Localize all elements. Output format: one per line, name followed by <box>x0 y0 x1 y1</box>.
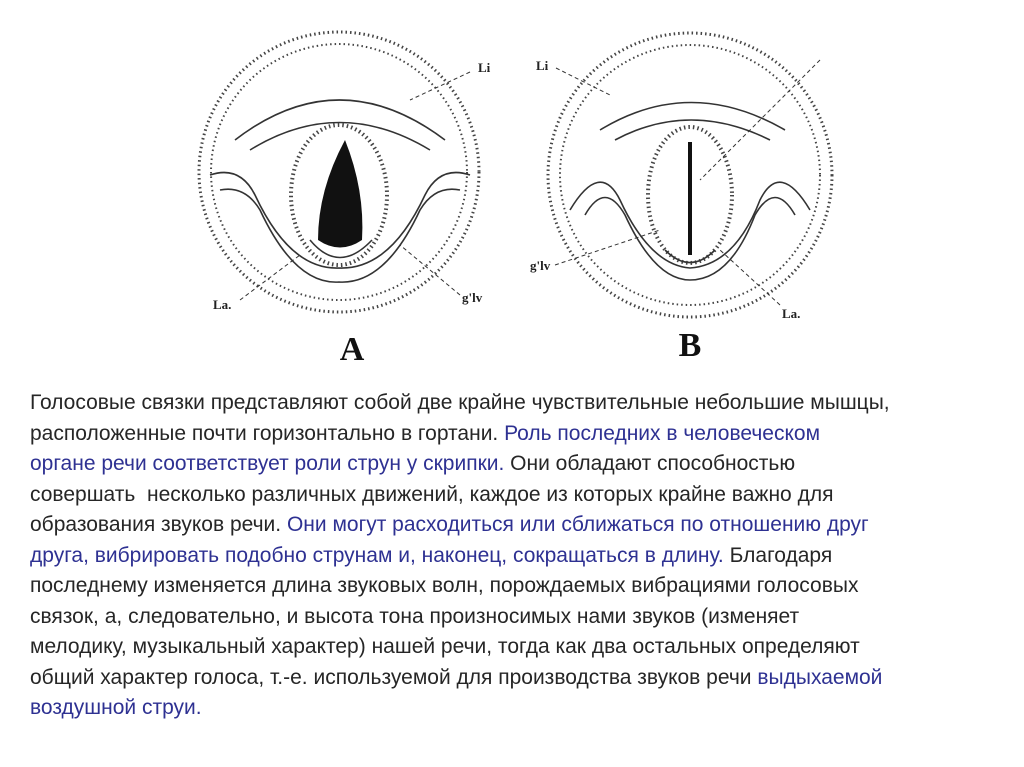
epiglottis <box>614 119 771 141</box>
label: Li <box>536 58 549 73</box>
text-segment: связок, а, следовательно, и высота тона … <box>30 604 800 628</box>
label: g'lv <box>462 290 483 305</box>
arytenoid <box>309 239 373 259</box>
epiglottis <box>599 101 786 131</box>
glottis <box>318 140 363 248</box>
label: La. <box>782 306 800 321</box>
outline <box>210 43 468 301</box>
text-segment: совершать несколько различных движений, … <box>30 482 834 506</box>
text-line: органе речи соответствует роли струн у с… <box>30 449 890 480</box>
arytenoid <box>664 249 716 264</box>
text-line: общий характер голоса, т.-е. используемо… <box>30 663 890 694</box>
text-segment: образования звуков речи. <box>30 513 287 536</box>
text-line: друга, вибрировать подобно струнам и, на… <box>30 541 890 572</box>
leader <box>239 254 301 301</box>
cords <box>646 125 734 265</box>
caption: A <box>340 331 365 368</box>
text-segment: Они могут расходиться или сближаться по … <box>286 513 869 536</box>
text-segment: друга, вибрировать подобно струнам и, на… <box>30 543 724 567</box>
outline <box>197 30 481 314</box>
text-line: мелодику, музыкальный характер) нашей ре… <box>30 632 890 663</box>
text-line: Голосовые связки представляют собой две … <box>30 388 890 419</box>
figure-a: Li La. g'lv A <box>197 30 491 368</box>
text-segment: последнему изменяется длина звуковых вол… <box>30 574 859 597</box>
text-line: последнему изменяется длина звуковых вол… <box>30 571 890 602</box>
leader <box>409 71 471 101</box>
label: g'lv <box>530 258 551 273</box>
cords <box>289 123 389 267</box>
text-segment: Они обладают способностью <box>504 452 796 475</box>
text-line: совершать несколько различных движений, … <box>30 480 890 511</box>
illustration: Li La. g'lv A Li g'lv La. B <box>197 30 834 368</box>
label: La. <box>213 297 231 312</box>
fold <box>219 188 461 283</box>
text-segment: расположенные почти горизонтально в горт… <box>30 421 505 445</box>
leader <box>699 59 821 181</box>
text-segment: воздушной струи. <box>30 696 202 719</box>
text-line: образования звуков речи. Они могут расхо… <box>30 510 890 541</box>
text-segment: органе речи соответствует роли струн у с… <box>30 452 505 475</box>
text-line: воздушной струи. <box>30 693 890 724</box>
paragraph: Голосовые связки представляют собой две … <box>30 388 890 724</box>
text-segment: Голосовые связки представляют собой две … <box>30 391 890 414</box>
fold <box>209 171 471 269</box>
epiglottis <box>234 99 446 141</box>
leader <box>554 229 661 266</box>
epiglottis <box>249 121 431 151</box>
text-segment: мелодику, музыкальный характер) нашей ре… <box>30 635 860 658</box>
outline <box>546 31 834 319</box>
leader <box>555 67 611 96</box>
caption: B <box>679 327 702 364</box>
text-segment: выдыхаемой <box>757 665 883 689</box>
leader <box>399 244 461 296</box>
text-line: связок, а, следовательно, и высота тона … <box>30 602 890 633</box>
outline <box>559 44 821 306</box>
text-segment: Роль последних в человеческом <box>504 421 821 445</box>
label: Li <box>478 60 491 75</box>
text-segment: Благодаря <box>723 543 833 567</box>
text-segment: общий характер голоса, т.-е. используемо… <box>30 665 758 689</box>
text-line: расположенные почти горизонтально в горт… <box>30 419 890 450</box>
fold <box>569 181 811 269</box>
figure-b: Li g'lv La. B <box>530 31 834 364</box>
fold <box>584 196 796 281</box>
